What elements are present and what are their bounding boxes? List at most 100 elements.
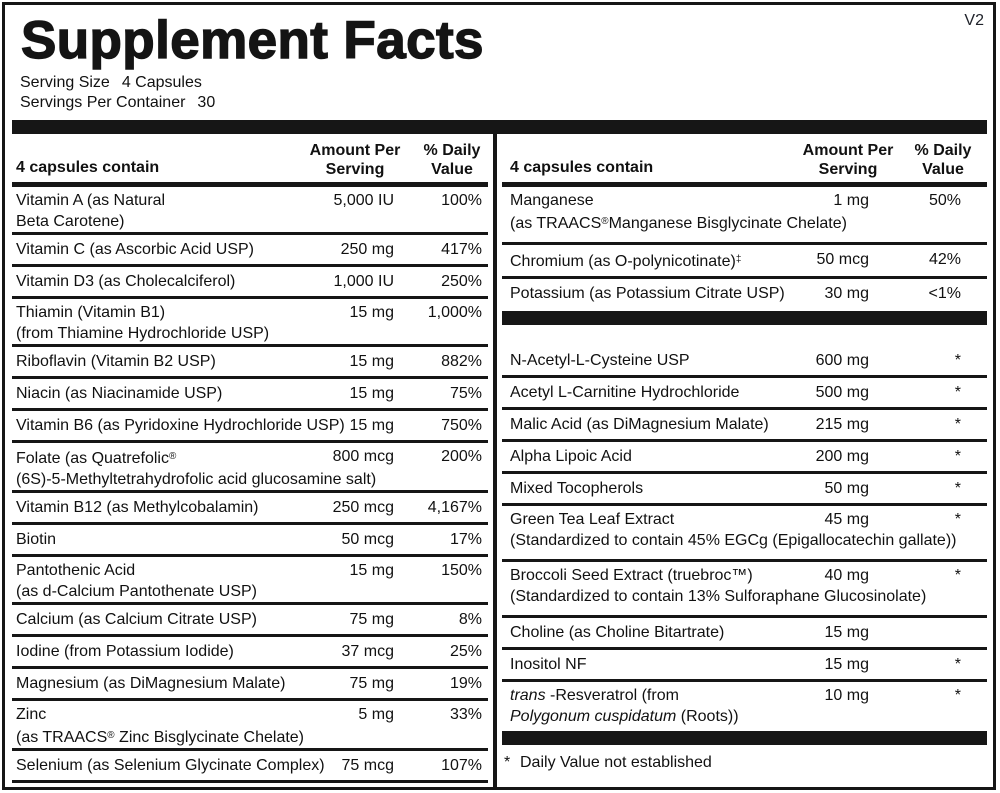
column-header-contain: 4 capsules contain	[510, 159, 654, 176]
table-row-line1: Alpha Lipoic Acid 200 mg *	[502, 446, 987, 467]
column-header: 4 capsules contain Amount Per Serving % D…	[502, 134, 987, 187]
amount-per-serving-value: 250 mcg	[332, 499, 394, 516]
ingredient-name: trans -Resveratrol (from	[502, 685, 790, 706]
table-row: Acetyl L-Carnitine Hydrochloride 500 mg …	[502, 378, 987, 410]
ingredient-name-line2-rest: (Roots))	[676, 708, 739, 725]
daily-value	[870, 622, 961, 643]
registered-trademark-symbol: ®	[107, 730, 115, 741]
serving-size-value: 4 Capsules	[121, 74, 202, 91]
amount-per-serving-value: 1,000 IU	[333, 273, 394, 290]
serving-size-label: Serving Size	[20, 74, 110, 91]
daily-value: *	[954, 480, 961, 497]
section-gap	[502, 325, 987, 346]
amount-per-serving-value: 50 mcg	[816, 251, 869, 268]
daily-value: 8%	[458, 611, 482, 628]
amount-per-serving-value: 215 mg	[815, 416, 869, 433]
amount-per-serving-value: 15 mg	[824, 624, 869, 641]
table-row: Manganese 1 mg 50% (as TRAACS®Manganese …	[502, 187, 987, 245]
servings-per-container-value: 30	[197, 93, 216, 111]
amount-per-serving-value: 15 mg	[349, 304, 394, 321]
column-header-dv-line1: % Daily	[914, 142, 972, 159]
table-row: Magnesium (as DiMagnesium Malate) 75 mg …	[12, 669, 488, 701]
amount-per-serving-value: 5 mg	[358, 706, 394, 723]
table-row: Iodine (from Potassium Iodide) 37 mcg 25…	[12, 637, 488, 669]
column-header-dv-line1: % Daily	[423, 142, 481, 159]
table-row: Mixed Tocopherols 50 mg *	[502, 474, 987, 506]
table-row-line1: Vitamin C (as Ascorbic Acid USP) 250 mg …	[12, 239, 488, 260]
ingredient-name-line2: (from Thiamine Hydrochloride USP)	[16, 325, 270, 342]
table-row: Vitamin D3 (as Cholecalciferol) 1,000 IU…	[12, 267, 488, 299]
ingredient-name: Choline (as Choline Bitartrate)	[510, 624, 725, 641]
amount-per-serving-value: 250 mg	[340, 241, 394, 258]
ingredient-name: Acetyl L-Carnitine Hydrochloride	[510, 384, 740, 401]
column-header-amount-line2: Serving	[818, 161, 878, 178]
registered-trademark-symbol: ®	[601, 216, 609, 227]
table-row-line1: Folate (as Quatrefolic® 800 mcg 200%	[12, 446, 488, 469]
ingredient-name: Vitamin D3 (as Cholecalciferol)	[16, 273, 236, 290]
column-header-dv-line2: Value	[431, 161, 473, 178]
ingredient-name: Iodine (from Potassium Iodide)	[16, 643, 234, 660]
column-header-contain: 4 capsules contain	[16, 159, 160, 176]
table-row-line1: Acetyl L-Carnitine Hydrochloride 500 mg …	[502, 382, 987, 403]
daily-value: 25%	[449, 643, 482, 660]
table-row-line1: N-Acetyl-L-Cysteine USP 600 mg *	[502, 350, 987, 371]
ingredient-name: Biotin	[16, 531, 57, 548]
column-header-amount: Amount Per Serving	[310, 141, 401, 179]
table-row-line1: Magnesium (as DiMagnesium Malate) 75 mg …	[12, 673, 488, 694]
ingredient-name-italic: trans	[510, 687, 546, 704]
daily-value: 417%	[441, 241, 482, 258]
table-row: Malic Acid (as DiMagnesium Malate) 215 m…	[502, 410, 987, 442]
table-row-line1: Green Tea Leaf Extract 45 mg *	[502, 509, 987, 530]
ingredient-name: Folate (as Quatrefolic®	[16, 450, 177, 467]
page-title: Supplement Facts	[20, 10, 484, 70]
table-row-line1: Malic Acid (as DiMagnesium Malate) 215 m…	[502, 414, 987, 435]
footnote: * Daily Value not established	[502, 745, 987, 772]
amount-per-serving-value: 37 mcg	[341, 643, 394, 660]
daily-value: *	[954, 448, 961, 465]
ingredient-name: Niacin (as Niacinamide USP)	[16, 385, 223, 402]
table-row: Vitamin C (as Ascorbic Acid USP) 250 mg …	[12, 235, 488, 267]
table-row-line1: Chromium (as O-polynicotinate)‡ 50 mcg 4…	[502, 249, 987, 272]
daily-value: *	[954, 384, 961, 401]
amount-per-serving-value: 800 mcg	[332, 448, 394, 465]
right-column: 4 capsules contain Amount Per Serving % D…	[502, 134, 987, 772]
ingredient-name: Vitamin A (as Natural	[16, 192, 166, 209]
amount-per-serving-value: 1 mg	[833, 192, 869, 209]
table-row-line1: Broccoli Seed Extract (truebroc™) 40 mg …	[502, 565, 987, 586]
table-row-line1: Pantothenic Acid 15 mg 150%	[12, 560, 488, 581]
daily-value: 150%	[441, 562, 482, 579]
table-row-line1: Selenium (as Selenium Glycinate Complex)…	[12, 755, 488, 776]
ingredient-name-line2: (as TRAACS® Zinc Bisglycinate Chelate)	[16, 729, 305, 746]
ingredient-name-line2: (Standardized to contain 45% EGCg (Epiga…	[510, 532, 957, 549]
daily-value: 882%	[441, 353, 482, 370]
table-row: Potassium (as Potassium Citrate USP) 30 …	[502, 279, 987, 308]
table-row-line1: Vitamin B6 (as Pyridoxine Hydrochloride …	[12, 415, 488, 436]
footnote-symbol: *	[504, 754, 511, 771]
daily-value: *	[954, 416, 961, 433]
table-row: Choline (as Choline Bitartrate) 15 mg	[502, 618, 987, 650]
version-tag: V2	[964, 12, 984, 29]
table-row: Calcium (as Calcium Citrate USP) 75 mg 8…	[12, 605, 488, 637]
ingredient-name: Inositol NF	[510, 656, 587, 673]
ingredient-name-line2: (Standardized to contain 13% Sulforaphan…	[510, 588, 927, 605]
table-row: Inositol NF 15 mg *	[502, 650, 987, 682]
table-row-line1: Calcium (as Calcium Citrate USP) 75 mg 8…	[12, 609, 488, 630]
ingredient-name: Magnesium (as DiMagnesium Malate)	[16, 675, 286, 692]
table-row-line1: Mixed Tocopherols 50 mg *	[502, 478, 987, 499]
table-row: Broccoli Seed Extract (truebroc™) 40 mg …	[502, 562, 987, 618]
ingredient-name: Mixed Tocopherols	[510, 480, 644, 497]
daily-value: 4,167%	[427, 499, 482, 516]
daily-value: *	[954, 511, 961, 528]
table-row-line1: trans -Resveratrol (from 10 mg *	[502, 685, 987, 706]
daily-value: 75%	[449, 385, 482, 402]
ingredient-name-line2: (6S)-5-Methyltetrahydrofolic acid glucos…	[16, 471, 377, 488]
daily-value: 17%	[449, 531, 482, 548]
amount-per-serving-value: 15 mg	[349, 385, 394, 402]
amount-per-serving-value: 600 mg	[815, 352, 869, 369]
table-row: Zinc 5 mg 33% (as TRAACS® Zinc Bisglycin…	[12, 701, 488, 751]
amount-per-serving-value: 75 mg	[349, 675, 394, 692]
amount-per-serving-value: 15 mg	[349, 353, 394, 370]
amount-per-serving-value: 15 mg	[349, 562, 394, 579]
column-header-daily-value: % Daily Value	[424, 141, 481, 179]
